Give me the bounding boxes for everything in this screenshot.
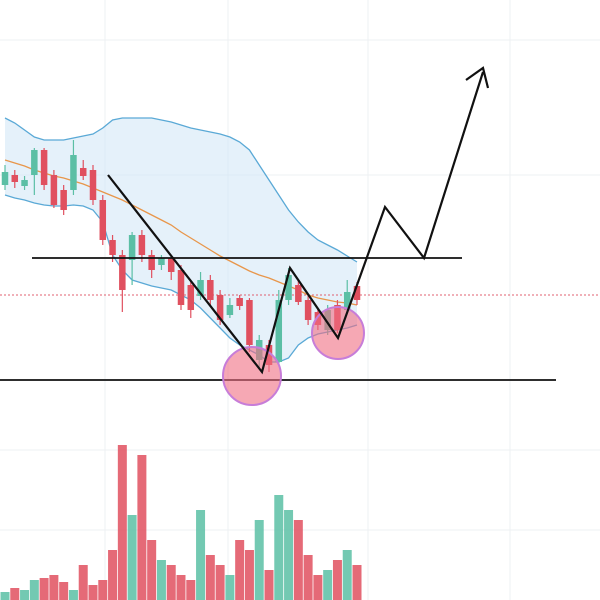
volume-layer bbox=[0, 445, 362, 600]
volume-bar bbox=[274, 495, 284, 600]
candle-body bbox=[207, 280, 214, 300]
candle-body bbox=[177, 270, 185, 305]
volume-bar bbox=[166, 565, 176, 600]
volume-bar bbox=[49, 575, 59, 600]
candle-body bbox=[353, 286, 361, 300]
volume-bar bbox=[0, 592, 10, 600]
volume-bar bbox=[59, 582, 69, 600]
volume-bar bbox=[156, 560, 166, 600]
candle-body bbox=[343, 292, 351, 310]
candle-body bbox=[236, 298, 243, 306]
candle-body bbox=[1, 172, 9, 185]
volume-bar bbox=[284, 510, 294, 600]
candle-body bbox=[11, 175, 19, 182]
volume-bar bbox=[254, 520, 264, 600]
bottom-highlight bbox=[311, 306, 365, 360]
volume-bar bbox=[244, 550, 254, 600]
arrow-head bbox=[465, 66, 490, 89]
volume-bar bbox=[332, 560, 342, 600]
candle-body bbox=[21, 180, 28, 186]
band-fill bbox=[5, 118, 357, 362]
volume-bar bbox=[293, 520, 303, 600]
volume-bar bbox=[117, 445, 127, 600]
volume-bar bbox=[137, 455, 147, 600]
candles-layer bbox=[1, 140, 361, 372]
volume-bar bbox=[264, 570, 274, 600]
volume-bar bbox=[127, 515, 137, 600]
candle-body bbox=[70, 155, 77, 190]
candle-body bbox=[167, 258, 175, 272]
candle-body bbox=[148, 255, 155, 270]
volume-bar bbox=[39, 578, 49, 600]
volume-bar bbox=[303, 555, 313, 600]
candle-body bbox=[197, 280, 204, 296]
candle-body bbox=[295, 285, 302, 302]
candle-body bbox=[138, 235, 146, 255]
volume-bar bbox=[98, 580, 108, 600]
volume-bar bbox=[186, 580, 196, 600]
candle-body bbox=[119, 255, 126, 290]
volume-bar bbox=[176, 575, 186, 600]
candle-body bbox=[31, 150, 38, 175]
volume-bar bbox=[29, 580, 39, 600]
zigzag-path bbox=[107, 71, 485, 375]
candle-body bbox=[89, 170, 97, 200]
volume-bar bbox=[10, 588, 20, 600]
volume-bar bbox=[323, 570, 333, 600]
candle-body bbox=[50, 175, 58, 205]
candle-body bbox=[79, 168, 87, 176]
volume-bar bbox=[88, 585, 98, 600]
volume-bar bbox=[68, 590, 78, 600]
volume-bar bbox=[225, 575, 235, 600]
volume-bar bbox=[196, 510, 206, 600]
candle-body bbox=[40, 150, 48, 185]
candle-body bbox=[128, 235, 136, 260]
candle-body bbox=[60, 190, 67, 210]
candle-body bbox=[187, 285, 195, 310]
candle-body bbox=[226, 305, 234, 315]
pattern-drawing bbox=[0, 66, 556, 406]
volume-bar bbox=[205, 555, 215, 600]
candle-body bbox=[246, 300, 253, 345]
volume-bar bbox=[352, 565, 362, 600]
volume-bar bbox=[108, 550, 118, 600]
volume-bar bbox=[215, 565, 225, 600]
candle-body bbox=[275, 300, 283, 362]
candle-body bbox=[158, 258, 165, 265]
bottom-highlight bbox=[222, 346, 282, 406]
volume-bar bbox=[342, 550, 352, 600]
candle-body bbox=[216, 295, 224, 320]
volume-bar bbox=[78, 565, 88, 600]
candle-body bbox=[99, 200, 107, 240]
candle-body bbox=[109, 240, 116, 255]
band-upper bbox=[4, 117, 358, 263]
candle-body bbox=[285, 275, 292, 300]
volume-bar bbox=[147, 540, 157, 600]
bands-layer bbox=[4, 117, 358, 363]
volume-bar bbox=[235, 540, 245, 600]
candle-body bbox=[304, 300, 312, 320]
volume-bar bbox=[20, 590, 30, 600]
volume-bar bbox=[313, 575, 323, 600]
